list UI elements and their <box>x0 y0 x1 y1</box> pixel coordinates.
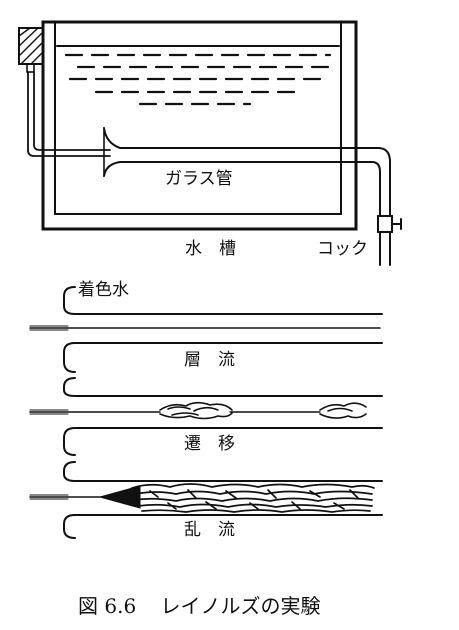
turbulent-label: 乱 流 <box>184 520 235 540</box>
turbulent-tube <box>63 461 383 539</box>
valve-icon <box>377 215 402 233</box>
transitional-tube <box>63 377 383 456</box>
dye-reservoir <box>18 27 44 73</box>
dye-feed-tube <box>27 71 111 157</box>
laminar-dye-streak <box>29 325 381 331</box>
transitional-dye-streak <box>29 401 367 420</box>
glass-tube <box>103 127 391 266</box>
water-tank <box>41 20 358 231</box>
turbulent-dye-cloud <box>29 483 375 513</box>
figure-number: 図 6.6 <box>78 594 136 618</box>
laminar-label: 層 流 <box>184 350 235 370</box>
valve-label: コック <box>317 239 368 259</box>
dye-label: 着色水 <box>78 280 129 300</box>
glass-tube-label: ガラス管 <box>165 169 233 189</box>
tank-label: 水 槽 <box>185 239 236 259</box>
laminar-tube <box>63 286 383 373</box>
figure-title: レイノルズの実験 <box>161 594 321 618</box>
water-surface-dashes <box>64 53 332 106</box>
transitional-label: 遷 移 <box>184 434 235 454</box>
figure-caption: 図 6.6 レイノルズの実験 <box>78 594 321 618</box>
